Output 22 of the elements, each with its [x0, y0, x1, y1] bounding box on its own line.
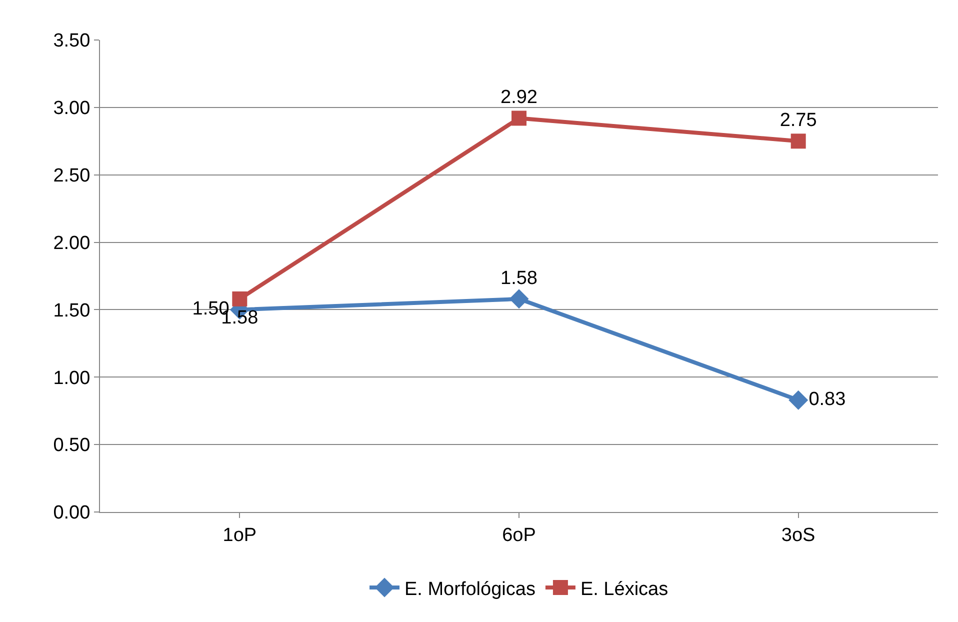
- x-tick-label: 6oP: [502, 524, 536, 546]
- point: [232, 291, 248, 306]
- point: [509, 289, 529, 309]
- y-tick-label: 3.50: [53, 30, 90, 52]
- point: [790, 134, 806, 149]
- point: [512, 110, 526, 126]
- x-tick-label: 1oP: [222, 524, 257, 546]
- y-tick-label: 1.00: [53, 368, 90, 389]
- y-tick-label: 2.00: [53, 232, 90, 254]
- legend-label: E. Morfológicas: [404, 578, 536, 600]
- y-tick-label: 0.50: [53, 435, 90, 456]
- y-tick-label: 0.00: [53, 502, 90, 524]
- data-label: 2.92: [500, 87, 538, 108]
- x-tick-label: 3oS: [781, 524, 816, 546]
- data-label: 1.58: [500, 268, 538, 289]
- data-label: 2.75: [780, 110, 817, 132]
- data-label: 0.83: [808, 388, 846, 410]
- point: [788, 390, 808, 410]
- y-tick-label: 3.00: [53, 98, 90, 120]
- y-tick-label: 1.50: [53, 300, 90, 322]
- legend-label: E. Léxicas: [580, 578, 668, 600]
- y-tick-label: 2.50: [53, 166, 90, 187]
